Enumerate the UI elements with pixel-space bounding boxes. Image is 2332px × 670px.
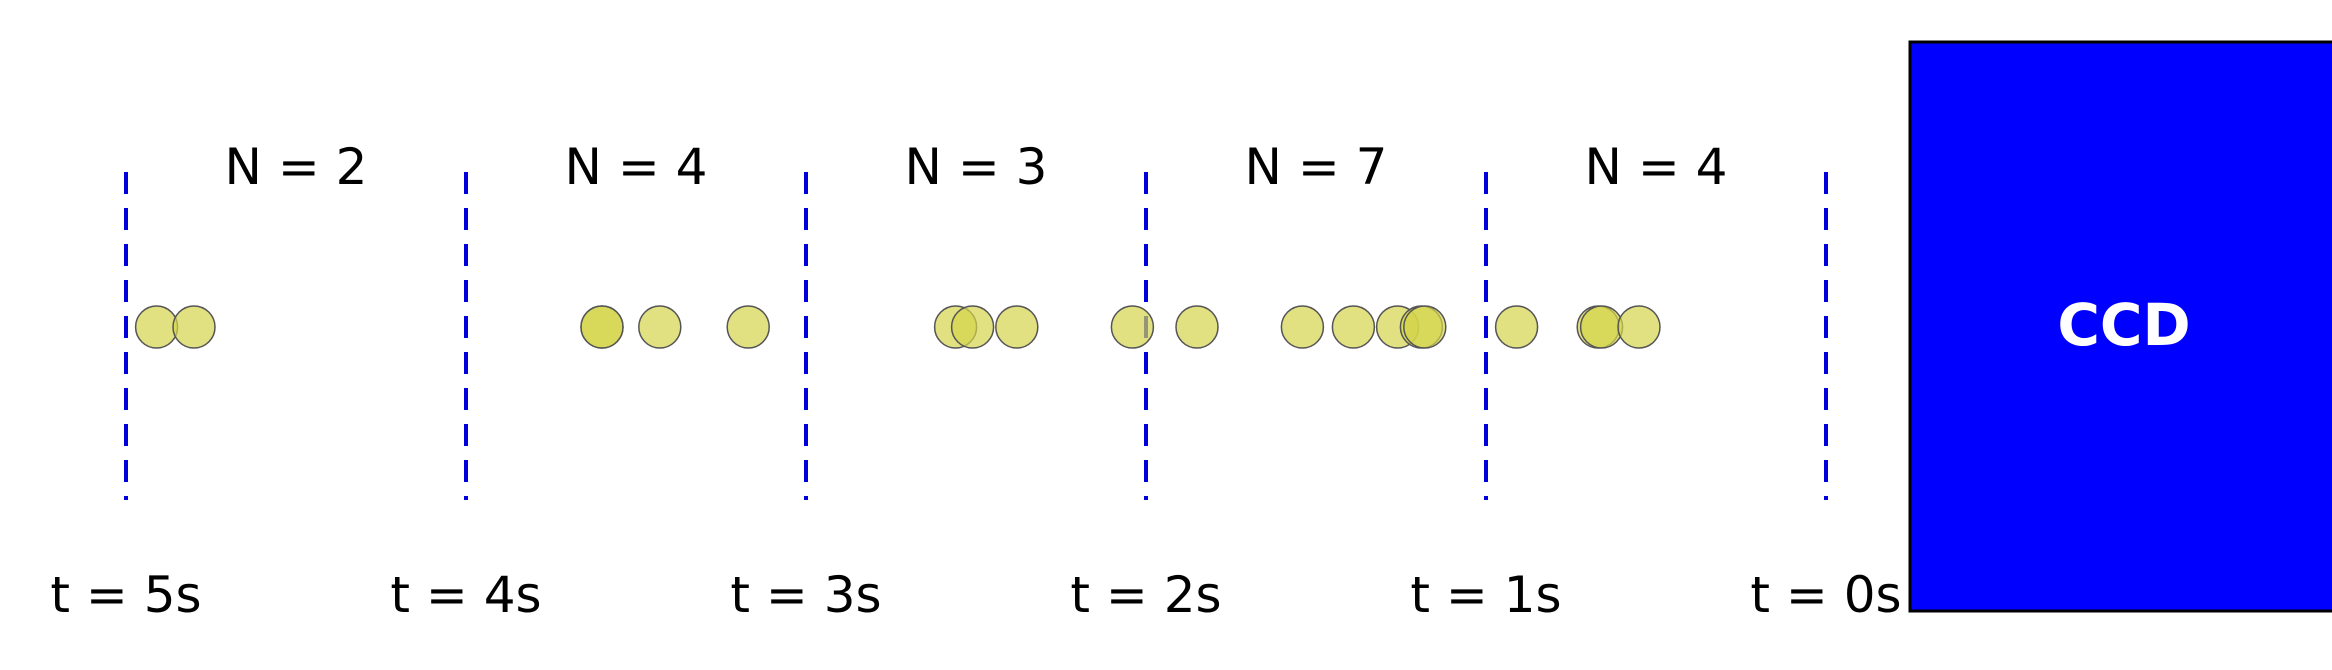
photon-dot xyxy=(134,305,179,349)
interval-count-label: N = 4 xyxy=(565,138,708,196)
time-label: t = 1s xyxy=(1410,566,1561,624)
photon-dot xyxy=(1331,305,1376,349)
interval-count-label: N = 4 xyxy=(1585,138,1728,196)
photon-dot xyxy=(995,305,1039,349)
time-label: t = 4s xyxy=(390,566,541,624)
time-dividers xyxy=(124,172,1828,500)
ccd-box xyxy=(1908,40,2332,613)
ccd-detector: CCD xyxy=(1908,40,2332,613)
photon-dot xyxy=(1617,305,1661,349)
time-labels: t = 5s t = 4s t = 3s t = 2s t = 1s t = 0… xyxy=(50,566,1901,624)
interval-count-label: N = 3 xyxy=(905,138,1048,196)
photon-dot xyxy=(1579,305,1624,349)
photon-dot xyxy=(1494,305,1539,349)
photon-dot xyxy=(1175,305,1219,349)
photon-dot xyxy=(726,305,770,349)
interval-count-label: N = 7 xyxy=(1245,138,1388,196)
photon-dot xyxy=(950,305,995,349)
photon-dot xyxy=(1110,305,1155,349)
ccd-label: CCD xyxy=(2057,291,2190,359)
photon-dot xyxy=(1403,305,1447,349)
photon-dot xyxy=(580,305,624,349)
time-label: t = 5s xyxy=(50,566,201,624)
photon-dot xyxy=(1280,305,1325,349)
photons xyxy=(134,305,1661,349)
interval-count-label: N = 2 xyxy=(225,138,368,196)
photon-dot xyxy=(172,305,216,349)
time-label: t = 2s xyxy=(1070,566,1221,624)
photon-dot xyxy=(638,305,682,349)
time-label: t = 3s xyxy=(730,566,881,624)
interval-count-labels: N = 2 N = 4 N = 3 N = 7 N = 4 xyxy=(225,138,1728,196)
time-label: t = 0s xyxy=(1750,566,1901,624)
